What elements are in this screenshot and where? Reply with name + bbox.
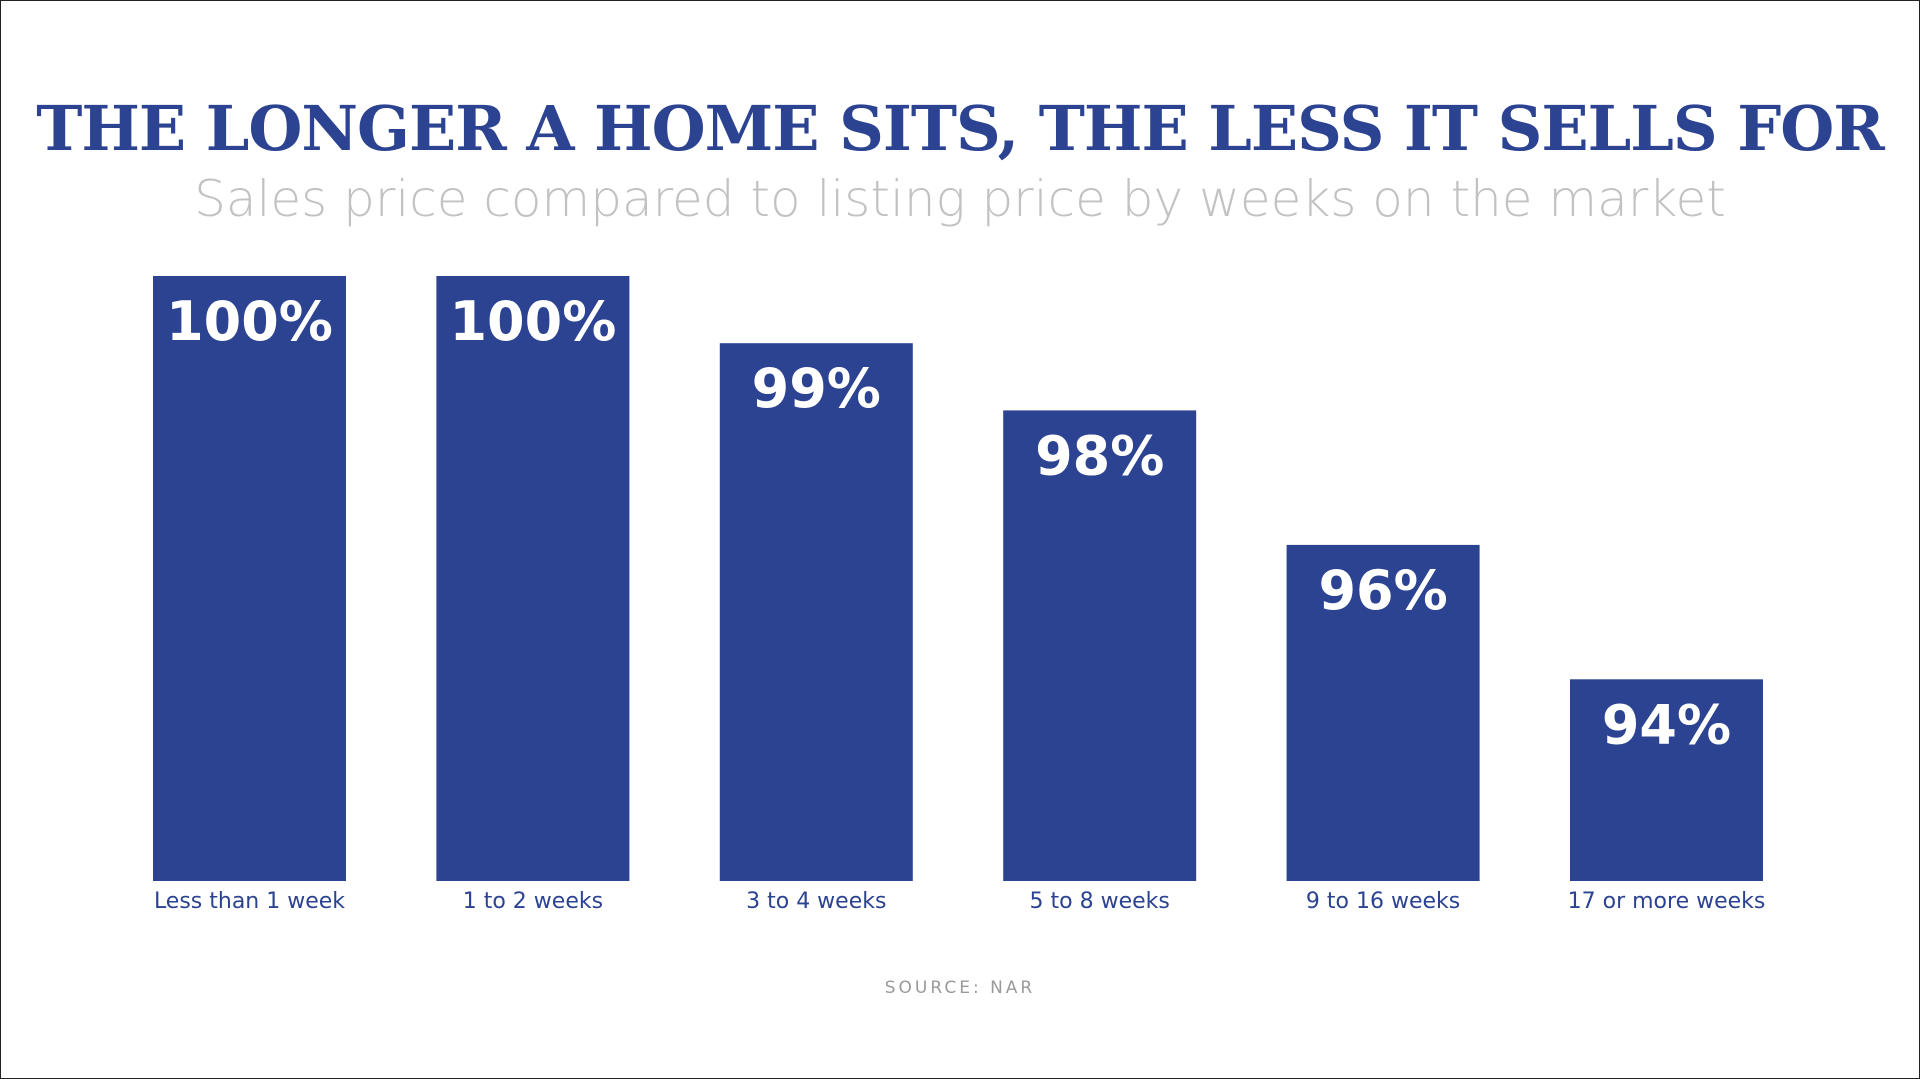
bar-value-label-2: 100% (449, 290, 616, 353)
bar-value-label-6: 94% (1602, 693, 1731, 756)
bar-3 (719, 343, 913, 881)
source-note: SOURCE: NAR (884, 978, 1036, 998)
bar-chart: 100% 100% 99% 98% 96% 94% Less than 1 week 1 t… (153, 276, 1765, 914)
bar-value-label-1: 100% (166, 290, 333, 353)
chart-title: THE LONGER A HOME SITS, THE LESS IT SELL… (36, 92, 1885, 165)
bar-value-label-4: 98% (1035, 424, 1164, 487)
category-label-1: Less than 1 week (154, 889, 345, 914)
bar-5 (1286, 544, 1480, 881)
bar-value-label-5: 96% (1318, 559, 1447, 622)
bars-group (153, 276, 1763, 881)
chart-subtitle: Sales price compared to listing price by… (194, 170, 1726, 228)
bar-4 (1003, 410, 1197, 881)
category-label-6: 17 or more weeks (1568, 889, 1766, 914)
bar-labels-group: 100% 100% 99% 98% 96% 94% (166, 290, 1731, 756)
bar-value-label-3: 99% (752, 357, 881, 420)
category-label-4: 5 to 8 weeks (1030, 889, 1170, 914)
bar-1 (153, 276, 346, 881)
category-label-2: 1 to 2 weeks (463, 889, 603, 914)
category-label-5: 9 to 16 weeks (1306, 889, 1460, 914)
category-label-3: 3 to 4 weeks (746, 889, 886, 914)
category-labels-group: Less than 1 week 1 to 2 weeks 3 to 4 weeks… (154, 889, 1765, 914)
bar-2 (436, 276, 630, 881)
bar-6 (1570, 679, 1763, 881)
